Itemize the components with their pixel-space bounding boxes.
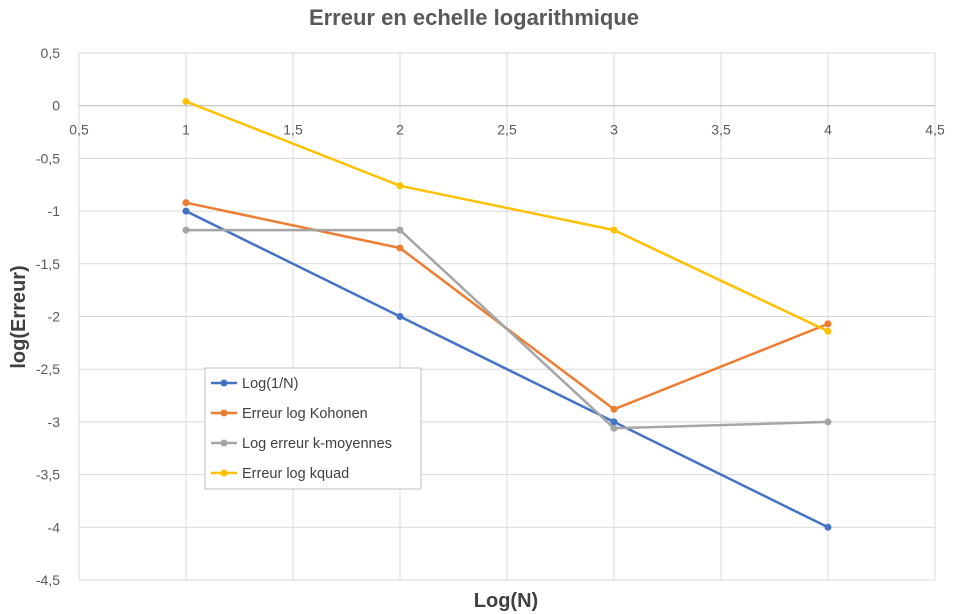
y-tick-label: -0,5 (36, 150, 60, 166)
y-tick-label: 0 (52, 98, 60, 114)
legend-label: Erreur log Kohonen (242, 406, 368, 422)
chart-title: Erreur en echelle logarithmique (309, 5, 639, 30)
axes: 0,5 0 -0,5 -1 -1,5 -2 -2,5 -3 -3,5 -4 -4,5 0,5 1 1,5 2… (36, 45, 945, 588)
series-log-1-n- (182, 207, 832, 531)
grid (78, 52, 936, 581)
data-point (610, 424, 618, 432)
data-point (824, 320, 832, 328)
y-tick-label: -1,5 (36, 256, 60, 272)
data-point (610, 405, 618, 413)
series-log-erreur-k-moyennes (182, 226, 832, 432)
legend-marker (220, 379, 228, 387)
legend: Log(1/N) Erreur log Kohonen Log erreur k-m… (204, 367, 422, 490)
x-axis-title: Log(N) (474, 590, 538, 612)
x-tick-label: 2 (396, 122, 404, 138)
data-point (824, 523, 832, 531)
x-tick-label: 3 (610, 122, 618, 138)
legend-marker (220, 439, 228, 447)
data-point (610, 418, 618, 426)
series-erreur-log-kquad (182, 97, 832, 335)
legend-item: Log(1/N) (211, 376, 298, 392)
y-tick-label: 0,5 (41, 45, 61, 61)
y-tick-label: -4 (48, 519, 61, 535)
legend-box (204, 367, 422, 490)
data-point (610, 226, 618, 234)
y-axis-title: log(Erreur) (8, 265, 30, 368)
legend-label: Log(1/N) (242, 376, 298, 392)
data-point (182, 207, 190, 215)
data-point (396, 244, 404, 252)
legend-marker (220, 409, 228, 417)
data-point (396, 226, 404, 234)
series-layer (182, 97, 832, 531)
x-tick-label: 4 (824, 122, 832, 138)
legend-label: Erreur log kquad (242, 466, 349, 482)
y-tick-label: -2,5 (36, 361, 60, 377)
x-tick-label: 1,5 (283, 122, 303, 138)
legend-label: Log erreur k-moyennes (242, 436, 392, 452)
y-tick-label: -3 (48, 414, 61, 430)
x-tick-label: 3,5 (711, 122, 731, 138)
series-line (185, 100, 829, 333)
y-tick-label: -3,5 (36, 467, 60, 483)
series-line (185, 209, 829, 529)
data-point (182, 97, 190, 105)
legend-item: Log erreur k-moyennes (211, 436, 392, 452)
data-point (182, 199, 190, 207)
y-tick-label: -4,5 (36, 572, 60, 588)
x-tick-label: 4,5 (925, 122, 945, 138)
x-tick-label: 1 (182, 122, 190, 138)
series-line (186, 228, 829, 430)
data-point (396, 182, 404, 190)
y-tick-label: -2 (48, 309, 61, 325)
x-tick-label: 2,5 (497, 122, 517, 138)
data-point (396, 313, 404, 320)
legend-marker (220, 469, 228, 477)
data-point (824, 327, 832, 335)
legend-item: Erreur log Kohonen (211, 406, 368, 422)
y-tick-label: -1 (48, 203, 61, 219)
data-point (824, 418, 832, 426)
x-tick-label: 0,5 (69, 122, 89, 138)
legend-item: Erreur log kquad (211, 466, 349, 482)
data-point (182, 226, 190, 234)
